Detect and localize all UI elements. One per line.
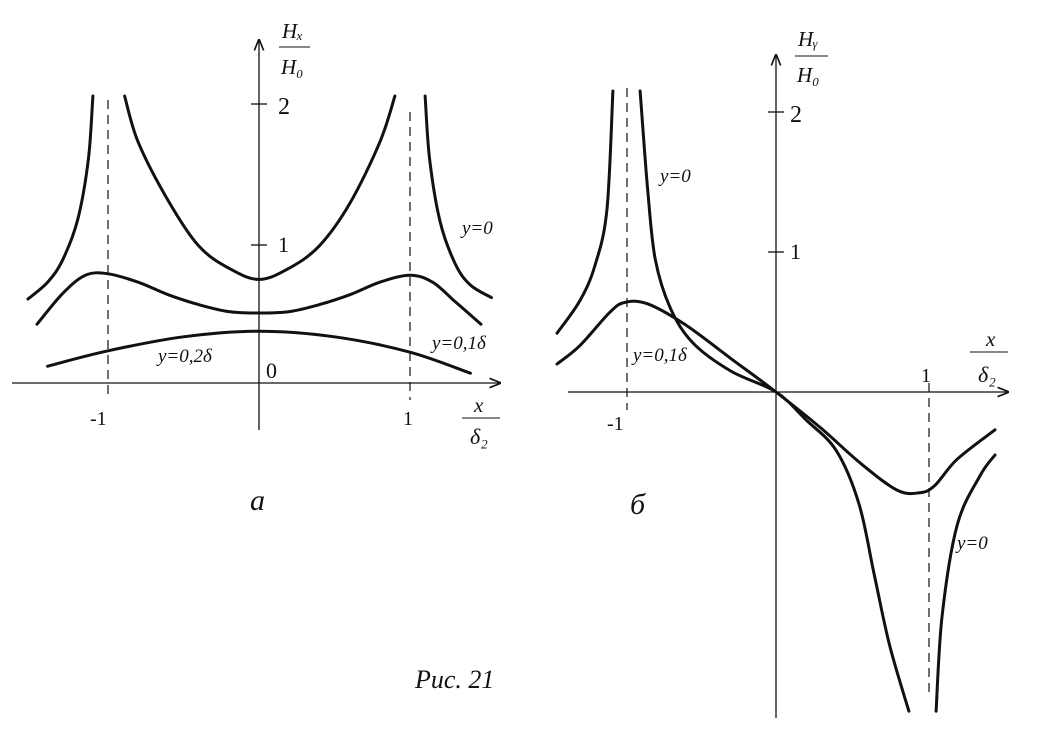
panel-b-annot-y0-right: y=0 xyxy=(955,533,988,554)
panel-a-curve-y01d-seg0 xyxy=(35,271,483,326)
panel-a-origin-label: 0 xyxy=(266,358,277,383)
panel-a-x-label: x δ₂ xyxy=(462,393,500,449)
panel-a-y-label: Hₓ H₀ xyxy=(279,19,310,79)
panel-b-xtick-1: 1 xyxy=(921,365,931,387)
panel-a: 2 1 0 -1 1 Hₓ H₀ x δ₂ y=0 y=0,1δ y=0,2δ … xyxy=(12,19,500,517)
panel-b-xtick-neg1: -1 xyxy=(607,413,624,435)
panel-b-x-label-num: x xyxy=(985,327,996,351)
panel-a-y-label-num: Hₓ xyxy=(281,19,303,43)
panel-a-curve-y0-seg2 xyxy=(423,94,493,300)
panel-a-label: a xyxy=(250,484,265,517)
panel-b-y-label-num: Hᵧ xyxy=(797,27,818,51)
panel-a-y-label-den: H₀ xyxy=(280,55,303,79)
figure-caption: Рис. 21 xyxy=(414,665,494,694)
panel-a-x-label-den: δ₂ xyxy=(470,424,488,449)
panel-b-curve-y0-seg0 xyxy=(555,89,615,335)
panel-b-annot-y0-left: y=0 xyxy=(658,166,691,187)
panel-b-annot-y01: y=0,1δ xyxy=(631,345,688,366)
panel-b-ytick-1: 1 xyxy=(790,239,801,264)
panel-a-curves xyxy=(26,94,493,375)
panel-b-ytick-2: 2 xyxy=(790,102,802,128)
panel-a-curve-y02d-seg0 xyxy=(46,329,472,375)
panel-b-label: б xyxy=(630,488,646,521)
panel-a-curve-y0-seg0 xyxy=(26,94,95,301)
panel-a-xtick-neg1: -1 xyxy=(90,408,107,430)
panel-b-x-label-den: δ₂ xyxy=(978,362,996,387)
panel-b-curves xyxy=(555,89,997,713)
panel-b-curve-y0-seg2 xyxy=(934,453,997,713)
panel-b-x-label: x δ₂ xyxy=(970,327,1008,387)
panel-a-xtick-1: 1 xyxy=(403,408,413,430)
panel-a-curve-y0-seg1 xyxy=(123,94,397,281)
panel-b-y-label-den: H₀ xyxy=(796,63,819,87)
panel-b: 2 1 -1 1 Hᵧ H₀ x δ₂ y=0 y=0,1δ y=0 б xyxy=(555,27,1008,718)
panel-a-annot-y0: y=0 xyxy=(460,218,493,239)
panel-b-y-label: Hᵧ H₀ xyxy=(795,27,828,87)
panel-a-ytick-1: 1 xyxy=(278,232,289,257)
panel-b-curve-y01d-seg0 xyxy=(555,299,997,496)
panel-a-annot-y01: y=0,1δ xyxy=(430,333,487,354)
panel-a-annot-y02: y=0,2δ xyxy=(156,346,213,367)
panel-a-ytick-2: 2 xyxy=(278,94,290,120)
panel-a-x-label-num: x xyxy=(473,393,484,417)
